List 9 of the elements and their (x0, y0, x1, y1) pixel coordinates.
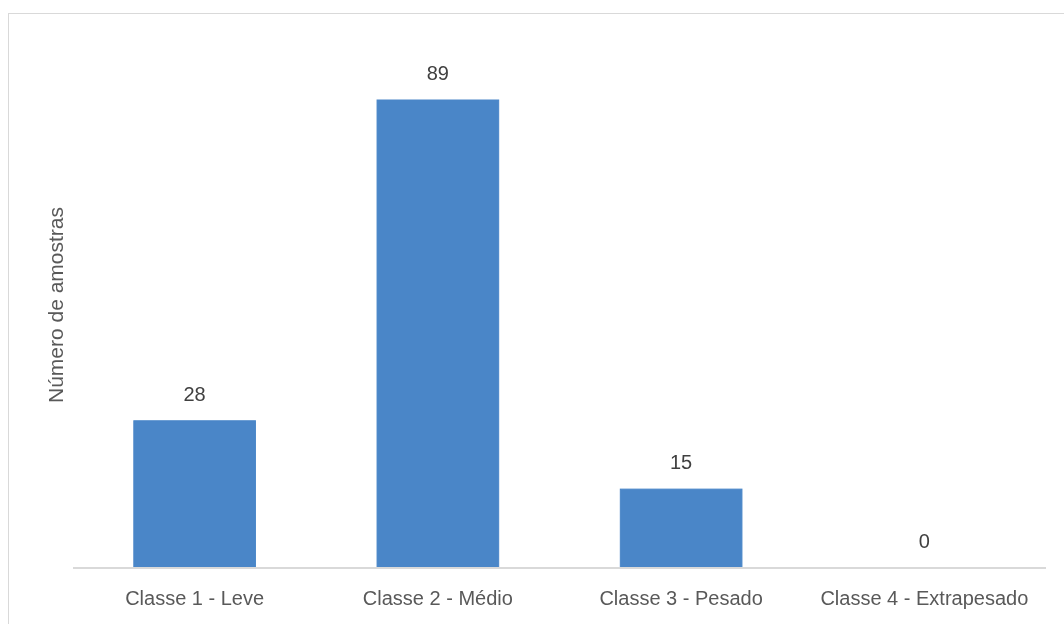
y-axis-title: Número de amostras (43, 206, 67, 404)
x-tick-label: Classe 4 - Extrapesado (820, 587, 1029, 610)
data-label: 15 (670, 451, 693, 474)
x-tick-label: Classe 3 - Pesado (599, 587, 763, 610)
data-label: 89 (426, 62, 449, 85)
data-label: 0 (918, 530, 930, 553)
x-tick-label: Classe 2 - Médio (362, 587, 513, 610)
x-tick-label: Classe 1 - Leve (125, 587, 265, 610)
data-label: 28 (183, 383, 206, 406)
